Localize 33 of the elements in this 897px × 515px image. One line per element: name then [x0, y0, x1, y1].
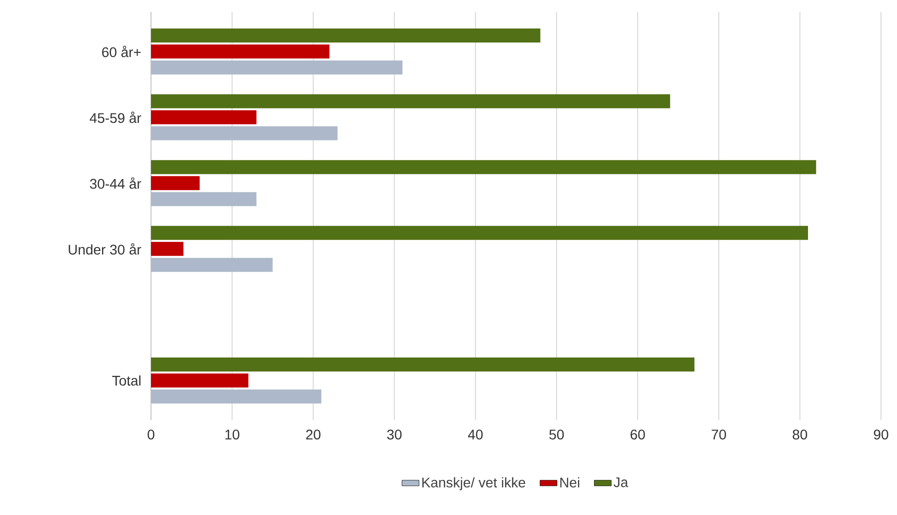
legend-label: Nei: [560, 477, 580, 488]
bar: [151, 390, 322, 404]
bar: [151, 358, 694, 372]
y-tick-label: Total: [112, 375, 140, 386]
x-tick-label: 0: [148, 430, 154, 440]
y-tick-label: 45-59 år: [90, 112, 142, 123]
bar: [151, 160, 816, 174]
legend-label: Ja: [614, 477, 628, 488]
x-tick-label: 10: [225, 430, 240, 440]
y-tick-label: 30-44 år: [90, 177, 142, 189]
x-tick-label: 20: [306, 430, 320, 440]
y-tick-label: Under 30 år: [68, 243, 142, 255]
bar: [151, 28, 540, 42]
x-tick-label: 80: [792, 430, 808, 440]
bar: [151, 44, 330, 58]
bar: [151, 110, 256, 124]
y-tick-label: 60 år+: [102, 46, 141, 58]
x-tick-label: 40: [468, 430, 483, 440]
x-tick-label: 90: [874, 430, 888, 440]
bar: [151, 176, 200, 190]
x-tick-label: 60: [630, 430, 645, 440]
bar: [151, 192, 256, 206]
bar: [151, 374, 248, 388]
bar: [151, 258, 273, 272]
legend-label: Kanskje/ vet ikke: [422, 477, 526, 490]
bar: [151, 226, 808, 240]
bar: [151, 126, 338, 140]
bar: [151, 60, 402, 74]
x-tick-label: 30: [387, 430, 402, 440]
bar: [151, 242, 184, 256]
bar: [151, 94, 670, 108]
x-tick-label: 50: [549, 430, 564, 440]
x-tick-label: 70: [712, 430, 726, 440]
